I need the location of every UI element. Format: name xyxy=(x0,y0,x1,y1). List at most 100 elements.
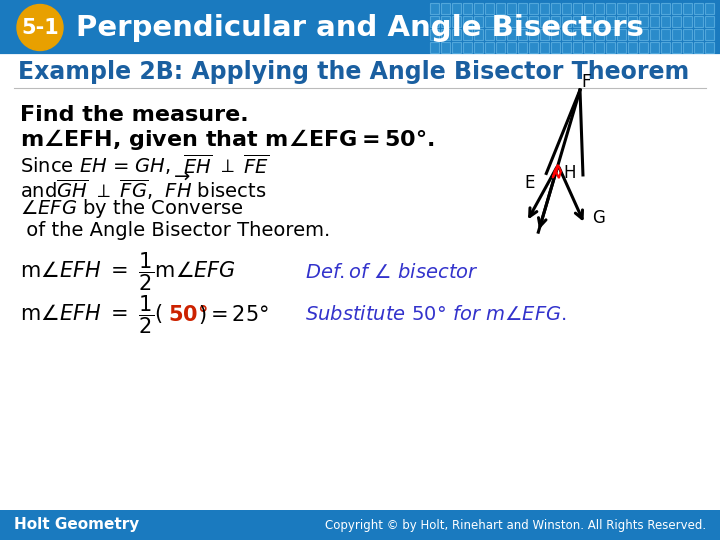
Bar xyxy=(617,3,626,14)
Text: Copyright © by Holt, Rinehart and Winston. All Rights Reserved.: Copyright © by Holt, Rinehart and Winsto… xyxy=(325,518,706,531)
Bar xyxy=(496,3,505,14)
Bar xyxy=(518,3,527,14)
Text: E: E xyxy=(524,174,535,192)
Bar xyxy=(705,3,714,14)
Bar xyxy=(562,16,571,27)
Bar xyxy=(628,3,637,14)
Bar xyxy=(661,29,670,40)
Bar xyxy=(474,42,483,53)
Bar xyxy=(595,29,604,40)
Bar xyxy=(672,29,681,40)
Bar xyxy=(441,16,450,27)
Bar xyxy=(573,42,582,53)
Bar xyxy=(606,42,615,53)
Bar xyxy=(573,3,582,14)
Bar xyxy=(606,3,615,14)
Bar xyxy=(485,16,494,27)
Bar xyxy=(463,29,472,40)
Bar xyxy=(683,42,692,53)
Text: m$\angle$$\mathit{EFH}$ $=$ $\dfrac{1}{2}$(: m$\angle$$\mathit{EFH}$ $=$ $\dfrac{1}{2… xyxy=(20,294,163,336)
Bar xyxy=(661,3,670,14)
Bar xyxy=(496,29,505,40)
Bar xyxy=(672,3,681,14)
Bar xyxy=(639,16,648,27)
Bar xyxy=(518,29,527,40)
Bar xyxy=(628,29,637,40)
Bar xyxy=(683,16,692,27)
Text: H: H xyxy=(564,164,576,182)
Bar xyxy=(650,29,659,40)
Bar xyxy=(441,29,450,40)
Bar xyxy=(639,3,648,14)
Bar xyxy=(595,3,604,14)
Bar xyxy=(595,42,604,53)
Bar xyxy=(507,3,516,14)
Bar xyxy=(551,42,560,53)
Circle shape xyxy=(17,4,63,51)
Bar xyxy=(452,29,461,40)
Bar xyxy=(518,42,527,53)
Text: m$\mathbf{\angle}$$\mathit{\mathbf{EFH}}$$\mathbf{,}$ given that m$\mathbf{\angl: m$\mathbf{\angle}$$\mathit{\mathbf{EFH}}… xyxy=(20,127,434,152)
Bar xyxy=(507,42,516,53)
Text: G: G xyxy=(593,210,605,227)
Bar xyxy=(485,3,494,14)
Bar xyxy=(430,16,439,27)
Bar xyxy=(694,29,703,40)
Bar xyxy=(452,3,461,14)
Bar xyxy=(441,3,450,14)
Bar xyxy=(705,29,714,40)
Bar xyxy=(617,29,626,40)
Bar xyxy=(584,3,593,14)
Bar xyxy=(562,42,571,53)
Text: Since $\mathit{EH}$ = $\mathit{GH}$,  $\overline{\mathit{EH}}$ $\perp$ $\overlin: Since $\mathit{EH}$ = $\mathit{GH}$, $\o… xyxy=(20,153,269,178)
Bar xyxy=(551,29,560,40)
Bar xyxy=(584,42,593,53)
Text: and$\overline{\mathit{GH}}$ $\perp$ $\overline{\mathit{FG}}$,  $\overrightarrow{: and$\overline{\mathit{GH}}$ $\perp$ $\ov… xyxy=(20,172,266,202)
Bar xyxy=(540,16,549,27)
Text: Example 2B: Applying the Angle Bisector Theorem: Example 2B: Applying the Angle Bisector … xyxy=(18,60,689,84)
Bar xyxy=(595,16,604,27)
Bar xyxy=(705,42,714,53)
Bar xyxy=(430,29,439,40)
Bar xyxy=(496,16,505,27)
Bar xyxy=(496,42,505,53)
Bar xyxy=(650,3,659,14)
Bar xyxy=(573,16,582,27)
Bar xyxy=(617,16,626,27)
Bar xyxy=(529,42,538,53)
Bar xyxy=(606,16,615,27)
Bar xyxy=(540,42,549,53)
Bar xyxy=(562,29,571,40)
Text: of the Angle Bisector Theorem.: of the Angle Bisector Theorem. xyxy=(20,221,330,240)
Text: m$\angle$$\mathit{EFH}$ $=$ $\dfrac{1}{2}$m$\angle$$\mathit{EFG}$: m$\angle$$\mathit{EFH}$ $=$ $\dfrac{1}{2… xyxy=(20,251,236,293)
Bar xyxy=(474,16,483,27)
Text: 5-1: 5-1 xyxy=(21,17,59,37)
Bar xyxy=(628,16,637,27)
Bar xyxy=(672,16,681,27)
Bar xyxy=(463,16,472,27)
Bar xyxy=(628,42,637,53)
Text: $\mathbf{50°}$: $\mathbf{50°}$ xyxy=(168,305,207,325)
Text: $\mathit{Substitute\ 50°\ for\ m}$$\angle$$\mathit{EFG.}$: $\mathit{Substitute\ 50°\ for\ m}$$\angl… xyxy=(305,306,567,325)
Bar xyxy=(683,29,692,40)
Bar xyxy=(584,29,593,40)
Text: $) = 25°$: $) = 25°$ xyxy=(198,303,269,327)
Text: $\angle$$\mathit{EFG}$ by the Converse: $\angle$$\mathit{EFG}$ by the Converse xyxy=(20,198,243,220)
Bar xyxy=(430,3,439,14)
Bar xyxy=(518,16,527,27)
Bar xyxy=(562,3,571,14)
Bar xyxy=(650,42,659,53)
Bar xyxy=(551,3,560,14)
Bar xyxy=(452,16,461,27)
Bar xyxy=(672,42,681,53)
Bar xyxy=(683,3,692,14)
Bar xyxy=(606,29,615,40)
Bar xyxy=(529,3,538,14)
Bar xyxy=(463,42,472,53)
Bar xyxy=(529,16,538,27)
Bar xyxy=(430,42,439,53)
Bar xyxy=(617,42,626,53)
Bar xyxy=(694,42,703,53)
Bar xyxy=(485,42,494,53)
Text: $\mathit{Def. of}$ $\angle$ $\mathit{bisector}$: $\mathit{Def. of}$ $\angle$ $\mathit{bis… xyxy=(305,262,479,281)
